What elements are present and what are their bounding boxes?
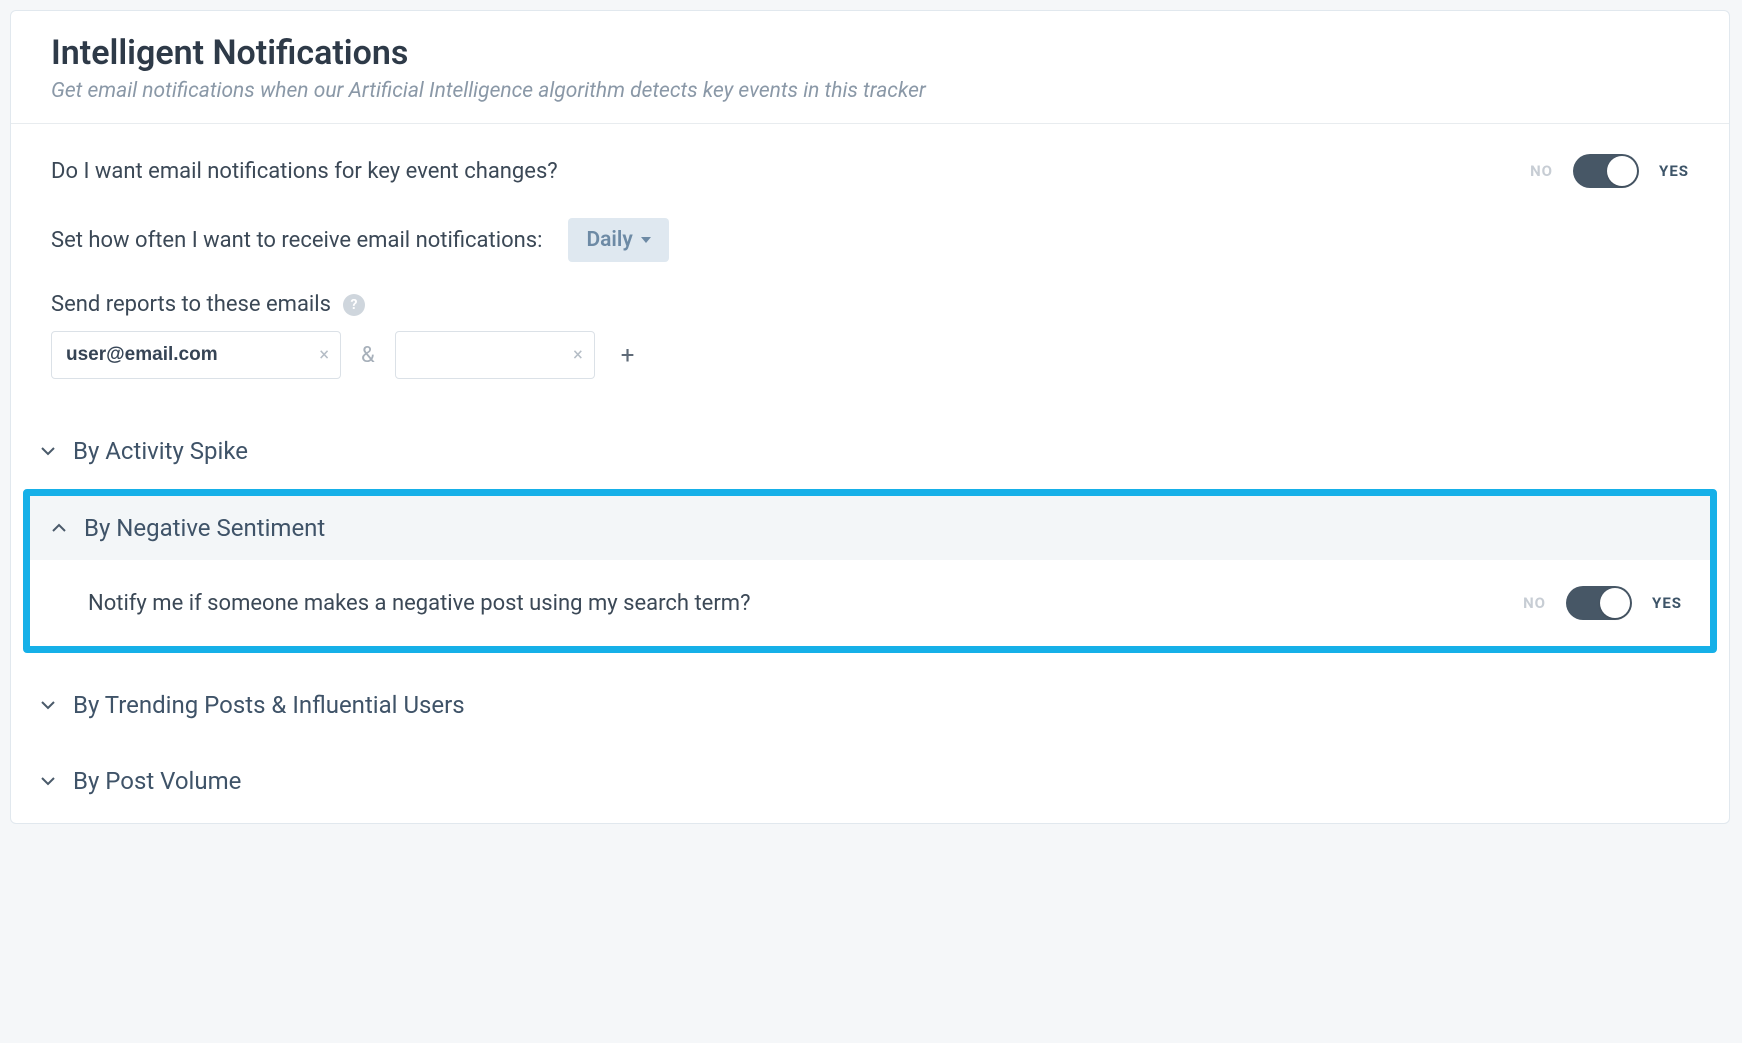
toggle-knob — [1607, 156, 1637, 186]
chevron-up-icon — [50, 520, 68, 536]
section-activity-spike-header[interactable]: By Activity Spike — [39, 419, 1689, 483]
section-negative-sentiment-title: By Negative Sentiment — [84, 514, 325, 542]
chevron-down-icon — [39, 773, 57, 789]
section-trending-title: By Trending Posts & Influential Users — [73, 691, 465, 719]
section-negative-sentiment-highlight: By Negative Sentiment Notify me if someo… — [23, 489, 1717, 653]
frequency-row: Set how often I want to receive email no… — [51, 218, 1689, 262]
page-title: Intelligent Notifications — [51, 33, 1689, 73]
toggle-label-yes: YES — [1659, 162, 1689, 180]
section-trending: By Trending Posts & Influential Users — [39, 673, 1689, 737]
panel-header: Intelligent Notifications Get email noti… — [11, 11, 1729, 124]
email-input-1[interactable] — [51, 331, 341, 379]
section-negative-sentiment-header[interactable]: By Negative Sentiment — [30, 496, 1710, 560]
section-activity-spike: By Activity Spike — [39, 419, 1689, 483]
panel-body: Do I want email notifications for key ev… — [11, 124, 1729, 823]
frequency-label: Set how often I want to receive email no… — [51, 228, 542, 253]
section-activity-spike-title: By Activity Spike — [73, 437, 248, 465]
caret-down-icon — [641, 237, 651, 243]
page-subtitle: Get email notifications when our Artific… — [51, 79, 1689, 103]
section-trending-header[interactable]: By Trending Posts & Influential Users — [39, 673, 1689, 737]
email-notifications-question: Do I want email notifications for key ev… — [51, 159, 1530, 184]
toggle-label-no: NO — [1523, 594, 1546, 612]
section-post-volume-title: By Post Volume — [73, 767, 241, 795]
add-email-button[interactable]: + — [615, 341, 641, 369]
emails-label: Send reports to these emails — [51, 292, 331, 317]
negative-sentiment-toggle[interactable] — [1566, 586, 1632, 620]
email-box-1: × — [51, 331, 341, 379]
emails-label-row: Send reports to these emails ? — [51, 292, 1689, 317]
chevron-down-icon — [39, 443, 57, 459]
email-input-2[interactable] — [395, 331, 595, 379]
chevron-down-icon — [39, 697, 57, 713]
email-box-2: × — [395, 331, 595, 379]
email-separator: & — [361, 343, 375, 368]
frequency-select[interactable]: Daily — [568, 218, 668, 262]
toggle-label-no: NO — [1530, 162, 1553, 180]
toggle-knob — [1600, 588, 1630, 618]
toggle-label-yes: YES — [1652, 594, 1682, 612]
email-notifications-toggle[interactable] — [1573, 154, 1639, 188]
section-post-volume-header[interactable]: By Post Volume — [39, 749, 1689, 813]
section-negative-sentiment-body: Notify me if someone makes a negative po… — [30, 560, 1710, 646]
clear-email-2-icon[interactable]: × — [573, 345, 583, 366]
section-post-volume: By Post Volume — [39, 749, 1689, 813]
clear-email-1-icon[interactable]: × — [319, 345, 329, 366]
email-notifications-toggle-group: NO YES — [1530, 154, 1689, 188]
frequency-selected-value: Daily — [586, 228, 632, 252]
negative-sentiment-question: Notify me if someone makes a negative po… — [88, 591, 1523, 616]
emails-inputs-row: × & × + — [51, 331, 1689, 379]
help-icon[interactable]: ? — [343, 294, 365, 316]
email-notifications-row: Do I want email notifications for key ev… — [51, 154, 1689, 188]
negative-sentiment-toggle-group: NO YES — [1523, 586, 1682, 620]
notifications-panel: Intelligent Notifications Get email noti… — [10, 10, 1730, 824]
